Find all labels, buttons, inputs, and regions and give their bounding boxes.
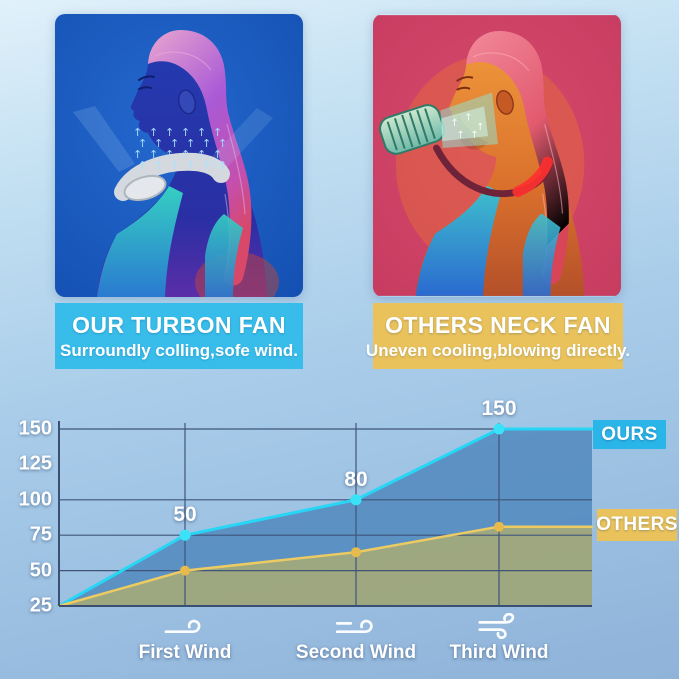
ours-title: OUR TURBON FAN: [72, 311, 286, 338]
svg-text:↑: ↑: [197, 148, 206, 161]
hanging-fan-device: ↑↑↑↑ ↑: [379, 92, 554, 198]
svg-text:↑: ↑: [197, 126, 206, 139]
wind-level-3-icon: [477, 613, 514, 640]
y-tick-label: 25: [29, 594, 52, 617]
svg-text:↑: ↑: [149, 126, 158, 139]
svg-text:↑: ↑: [470, 130, 478, 141]
svg-text:↑: ↑: [181, 126, 190, 139]
cooling-glow: [73, 106, 273, 172]
svg-text:↑: ↑: [464, 112, 472, 123]
y-tick-label: 75: [29, 523, 52, 546]
svg-text:↑: ↑: [218, 159, 227, 172]
others-thermal-art: ↑↑↑↑ ↑: [373, 15, 621, 296]
x-category-first-wind: First Wind: [138, 613, 232, 664]
svg-text:↑: ↑: [213, 148, 222, 161]
svg-text:↑: ↑: [138, 137, 147, 150]
data-point-label: 80: [344, 467, 368, 491]
x-category-label: First Wind: [138, 642, 232, 663]
legend-others: OTHERS: [596, 509, 677, 541]
others-subtitle: Uneven cooling,blowing directly.: [365, 340, 631, 360]
svg-text:↑: ↑: [154, 137, 163, 150]
svg-text:↑: ↑: [181, 148, 190, 161]
stream-arrows: ↑↑↑↑ ↑: [450, 112, 484, 141]
y-tick-label: 100: [18, 488, 52, 511]
fan-vent: [123, 174, 167, 202]
svg-text:↑: ↑: [456, 130, 464, 141]
svg-text:↑: ↑: [165, 126, 174, 139]
y-tick-label: 125: [18, 452, 52, 475]
data-point-label: 150: [481, 397, 517, 420]
svg-text:↑: ↑: [213, 126, 222, 139]
svg-text:↑: ↑: [218, 137, 227, 150]
ours-thermal-image: ↑ ↑ ↑ ↑ ↑ ↑ ↑ ↑ ↑ ↑ ↑ ↑ ↑ ↑ ↑ ↑ ↑ ↑ ↑ ↑ ↑ ↑ ↑ ↑: [55, 14, 303, 297]
svg-text:↑: ↑: [186, 159, 195, 172]
others-title: OTHERS NECK FAN: [385, 311, 611, 338]
others-thermal-image: ↑ ↑ ↑ ↑ ↑: [373, 14, 621, 297]
neck-fan-device: [114, 152, 230, 202]
svg-text:↑: ↑: [202, 137, 211, 150]
others-label-box: OTHERS NECK FAN Uneven cooling,blowing d…: [366, 303, 630, 369]
hot-spot-glow: [512, 156, 554, 198]
wind-level-1-icon: [164, 619, 201, 634]
svg-text:↑: ↑: [149, 148, 158, 161]
svg-text:↑: ↑: [154, 159, 163, 172]
svg-text:↑: ↑: [170, 137, 179, 150]
svg-text:↑: ↑: [450, 118, 458, 129]
svg-text:↑: ↑: [138, 159, 147, 172]
ours-label-box: OUR TURBON FAN Surroundly colling,sofe w…: [55, 303, 303, 369]
svg-text:↑: ↑: [133, 126, 142, 139]
x-category-label: Third Wind: [449, 642, 549, 663]
data-point-label: 50: [173, 503, 197, 527]
legend-ours: OURS: [593, 420, 666, 449]
svg-text:↑: ↑: [133, 148, 142, 161]
svg-text:↑: ↑: [165, 148, 174, 161]
ours-subtitle: Surroundly colling,sofe wind.: [59, 340, 298, 360]
airflow-arrows: ↑ ↑ ↑ ↑ ↑ ↑↑ ↑ ↑ ↑ ↑ ↑↑ ↑ ↑ ↑ ↑ ↑↑ ↑ ↑ ↑ ↑ ↑: [133, 126, 227, 172]
x-category-third-wind: Third Wind: [449, 613, 549, 664]
svg-text:↑: ↑: [170, 159, 179, 172]
svg-text:↑: ↑: [476, 122, 484, 133]
svg-text:↑: ↑: [186, 137, 195, 150]
ours-thermal-art: ↑ ↑ ↑ ↑ ↑ ↑↑ ↑ ↑ ↑ ↑ ↑↑ ↑ ↑ ↑ ↑ ↑↑ ↑ ↑ ↑ ↑ ↑: [55, 14, 303, 297]
svg-text:↑: ↑: [202, 159, 211, 172]
y-tick-label: 150: [18, 417, 52, 440]
wind-level-2-icon: [335, 619, 373, 634]
y-tick-label: 50: [29, 559, 52, 582]
x-category-second-wind: Second Wind: [296, 613, 416, 664]
x-category-label: Second Wind: [295, 642, 417, 663]
